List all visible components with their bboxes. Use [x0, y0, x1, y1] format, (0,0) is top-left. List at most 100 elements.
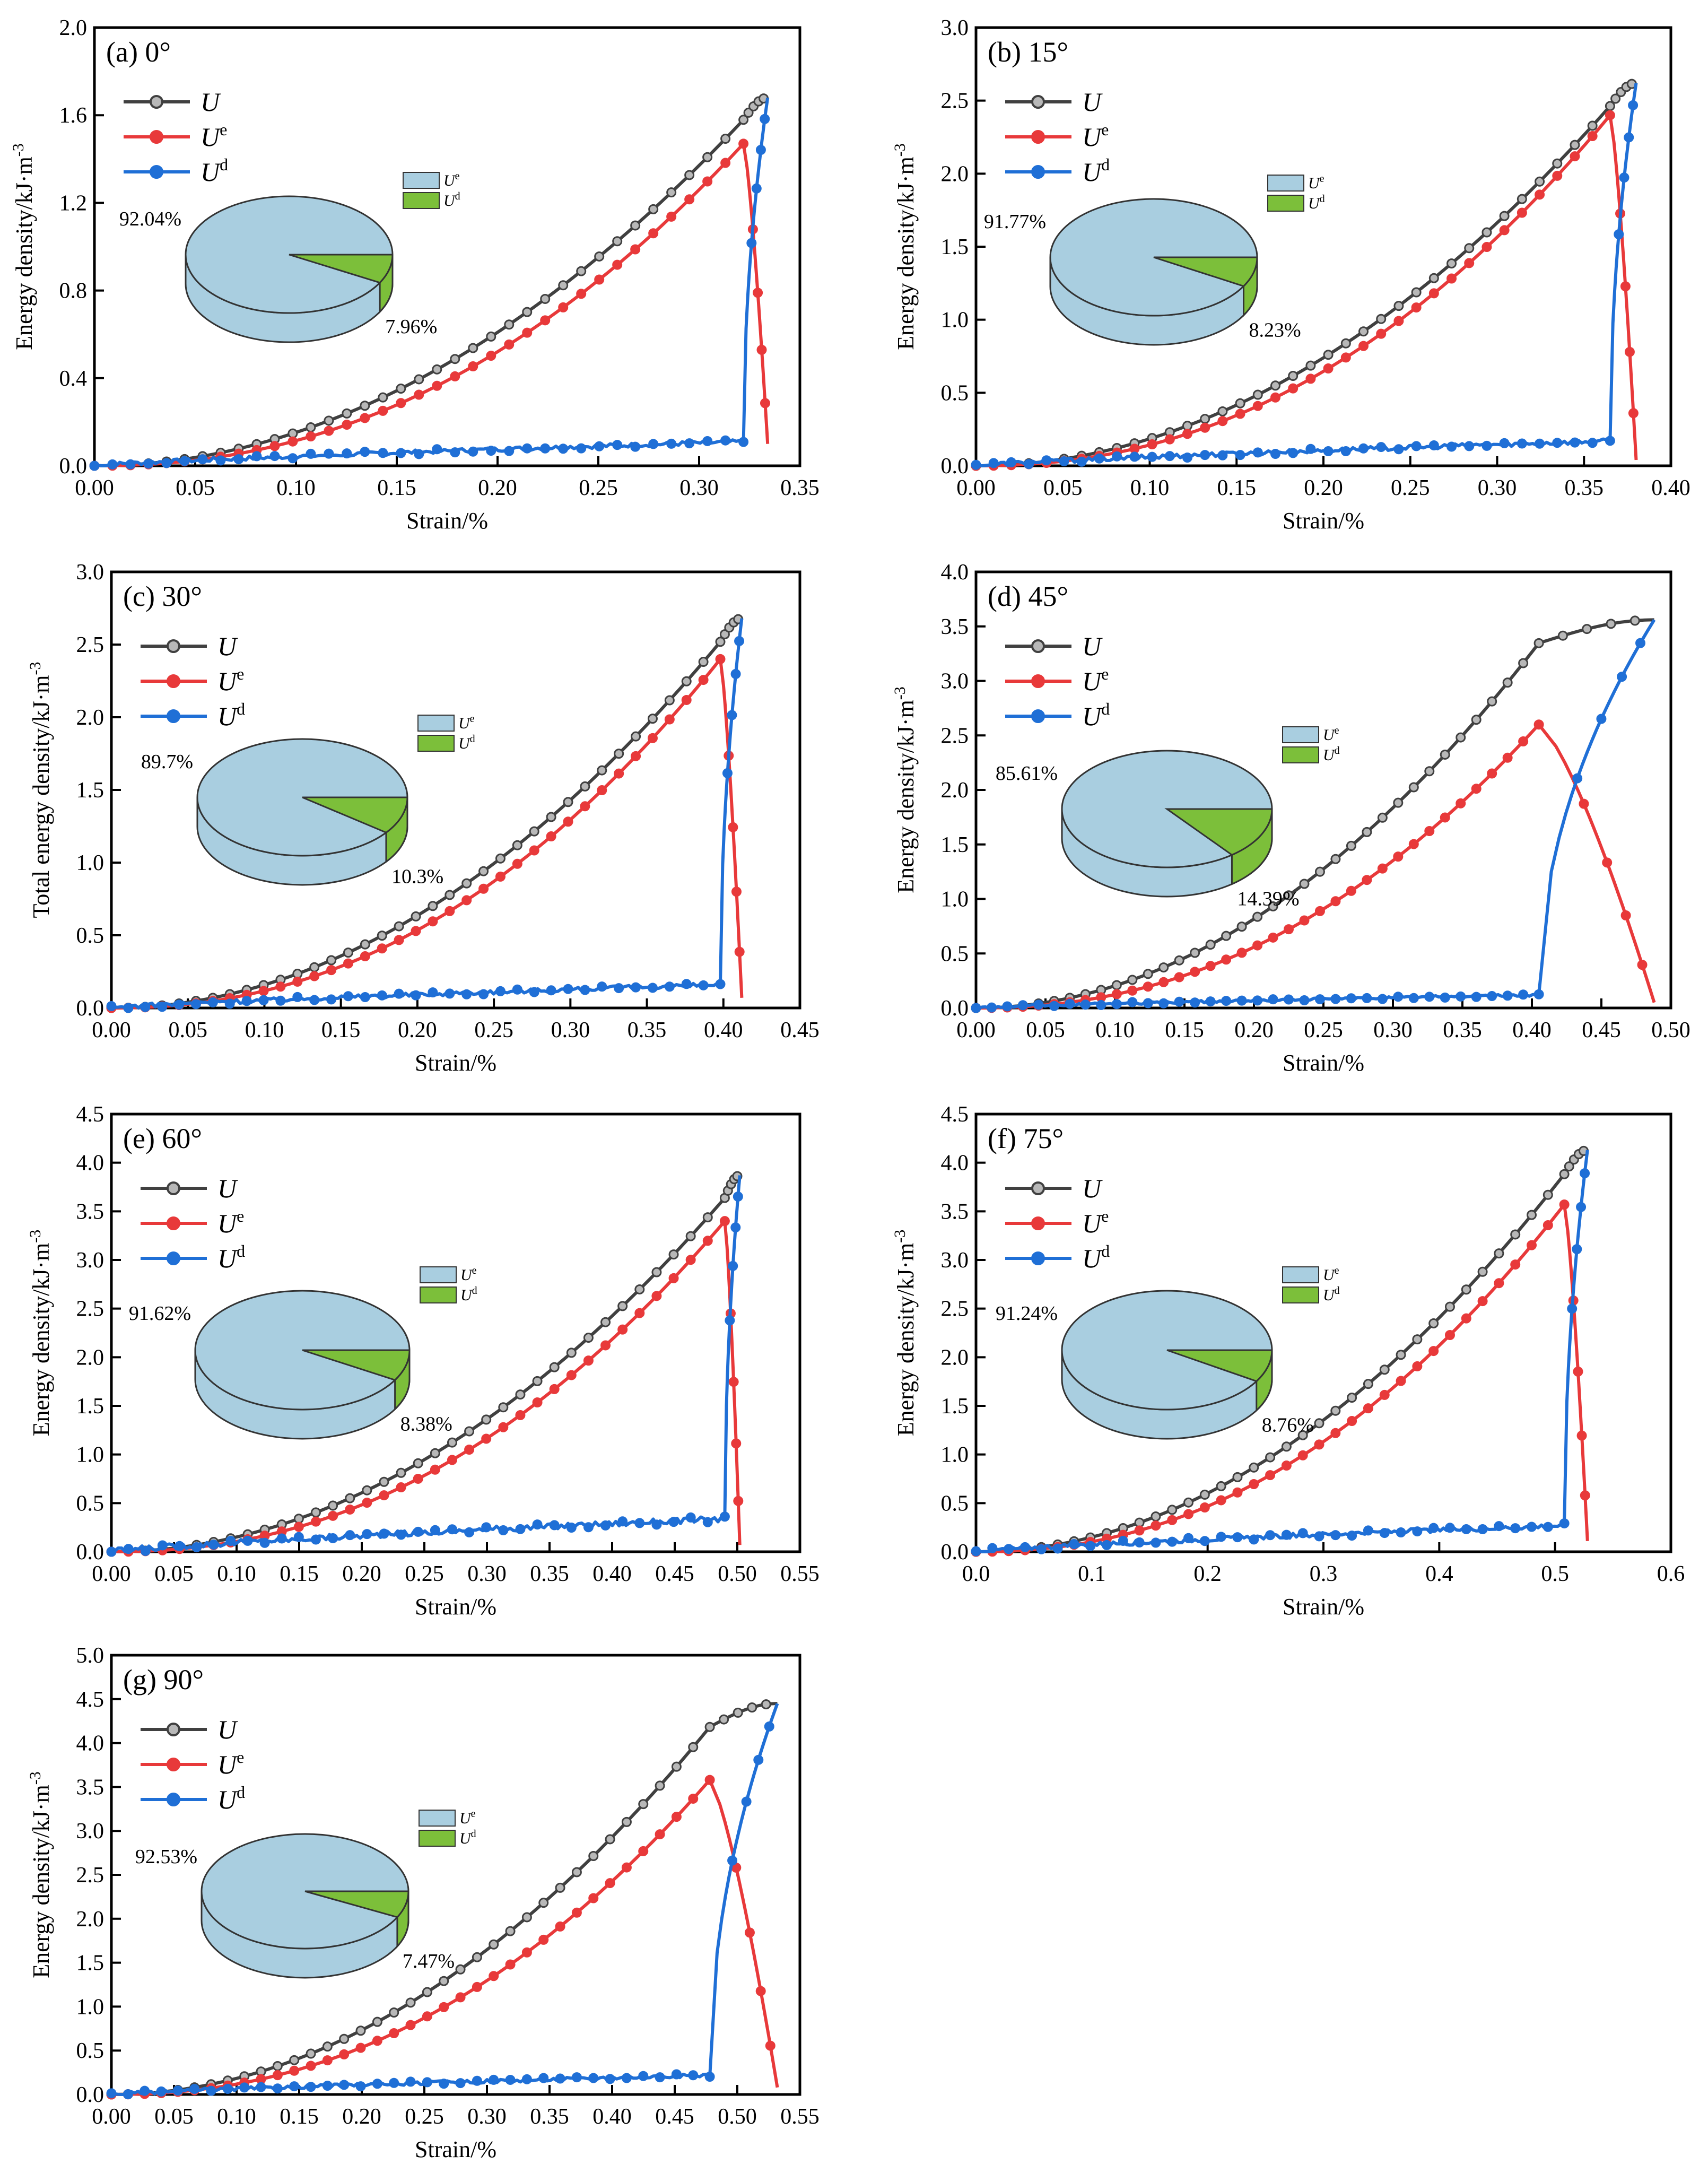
series-Ud-marker [1346, 993, 1356, 1004]
series-Ue-marker [1487, 768, 1497, 779]
x-tick-label: 0.05 [1026, 1018, 1065, 1042]
x-tick-label: 0.35 [1443, 1018, 1482, 1042]
series-U-marker [1111, 980, 1122, 990]
series-Ud-marker [125, 459, 136, 470]
series-Ue-marker [405, 2020, 416, 2030]
x-tick-label: 0.10 [1095, 1018, 1135, 1042]
series-Ud-marker [1252, 447, 1263, 458]
series-Ud-marker [755, 145, 766, 155]
series-Ud-marker [1471, 992, 1482, 1002]
y-tick-label: 2.0 [59, 16, 88, 40]
series-Ud-marker [464, 1527, 475, 1537]
legend-marker-Ue [167, 1216, 180, 1230]
series-Ud-marker [1151, 1537, 1161, 1548]
series-Ue-marker [326, 965, 337, 976]
series-Ue-marker [428, 916, 438, 927]
series-Ue-marker [1580, 1490, 1590, 1501]
series-Ud-marker [600, 1520, 611, 1531]
series-Ue-marker [731, 886, 742, 897]
series-U-marker [495, 853, 506, 864]
series-U-marker [389, 2007, 399, 2018]
series-U-marker [600, 1317, 611, 1327]
series-Ud-marker [1268, 994, 1278, 1005]
series-U-marker [1288, 370, 1299, 381]
y-tick-label: 0.5 [76, 924, 104, 948]
series-Ud-marker [328, 1533, 338, 1543]
series-Ue-marker [522, 327, 533, 338]
series-Ud-marker [179, 456, 190, 466]
series-Ue-marker [1510, 1259, 1521, 1270]
x-tick-label: 0.10 [276, 476, 316, 500]
x-tick-label: 0.50 [1651, 1018, 1690, 1042]
series-Ue-marker [1587, 131, 1598, 142]
series-Ud-marker [1217, 450, 1228, 460]
series-U-marker [743, 107, 754, 118]
series-U-marker [360, 939, 370, 950]
series-Ue-marker [563, 816, 573, 827]
series-U-marker [738, 115, 749, 125]
series-Ue-marker [1464, 258, 1475, 268]
x-tick-label: 0.00 [92, 1018, 131, 1042]
series-U-marker [1510, 1229, 1521, 1240]
series-U-marker [1217, 406, 1228, 416]
series-Ue-marker [504, 339, 515, 350]
series-U-marker [1440, 749, 1450, 760]
series-U-marker [289, 2055, 300, 2065]
series-U-marker [396, 384, 406, 394]
x-tick-label: 0.5 [1541, 1562, 1569, 1586]
series-U-marker [1527, 1210, 1537, 1220]
y-tick-label: 1.0 [76, 1443, 104, 1467]
pie-top-Ud [302, 1349, 411, 1381]
series-Ud-marker [339, 2080, 350, 2090]
series-Ud-marker [555, 2073, 565, 2084]
y-axis-label: Energy density/kJ·m-3 [27, 1771, 54, 1978]
series-U-marker [339, 2033, 350, 2044]
x-tick-label: 0.1 [1078, 1562, 1106, 1586]
series-Ud-marker [289, 2081, 300, 2092]
series-Ue-marker [1314, 1439, 1324, 1450]
series-Ud-marker [588, 2073, 599, 2083]
series-Ue-marker [1471, 784, 1482, 794]
x-axis-label: Strain/% [415, 1050, 496, 1076]
series-Ud-marker [1587, 438, 1598, 448]
series-Ud-marker [225, 1536, 236, 1546]
series-Ud-marker [396, 448, 406, 458]
series-Ud-marker [1094, 453, 1104, 464]
series-U-marker [1411, 287, 1422, 298]
y-tick-label: 2.5 [941, 89, 969, 114]
legend-marker-Ud [167, 709, 180, 723]
series-Ue-marker [1573, 1366, 1583, 1377]
series-U-marker [486, 331, 496, 342]
series-Ud-marker [430, 1525, 440, 1535]
series-Ue-marker [1620, 910, 1631, 920]
series-Ud-marker [355, 2081, 366, 2092]
x-tick-label: 0.25 [579, 476, 618, 500]
series-Ud-marker [538, 2073, 549, 2083]
series-U-marker [345, 1493, 355, 1503]
series-Ue-marker [1628, 408, 1639, 419]
series-U-marker [715, 637, 726, 647]
pie-legend-swatch-Ue [1282, 1266, 1319, 1283]
series-Ud-marker [1424, 992, 1435, 1002]
legend-marker-Ud [1031, 165, 1045, 179]
series-Ud-marker [1033, 999, 1044, 1010]
series-U-marker [372, 2016, 382, 2027]
series-Ud-marker [1112, 451, 1122, 462]
series-U-marker [647, 714, 658, 724]
series-U-marker [1535, 176, 1545, 187]
series-Ue-marker [378, 405, 388, 416]
series-Ud-marker [362, 1529, 372, 1540]
series-Ue-marker [1288, 383, 1299, 394]
series-Ud-marker [396, 1529, 406, 1540]
x-tick-label: 0.30 [679, 476, 719, 500]
pie-label-Ud: 8.23% [1249, 319, 1301, 341]
series-Ud-marker [1619, 172, 1629, 183]
series-Ud-marker [1412, 1526, 1423, 1537]
series-Ue-marker [594, 274, 605, 285]
series-Ud-marker [1543, 1522, 1553, 1532]
series-Ud-marker [360, 992, 370, 1002]
series-U-marker [655, 1780, 665, 1791]
series-U-marker [310, 1507, 321, 1518]
x-tick-label: 0.40 [1651, 476, 1690, 500]
series-Ud-marker [372, 2079, 382, 2089]
